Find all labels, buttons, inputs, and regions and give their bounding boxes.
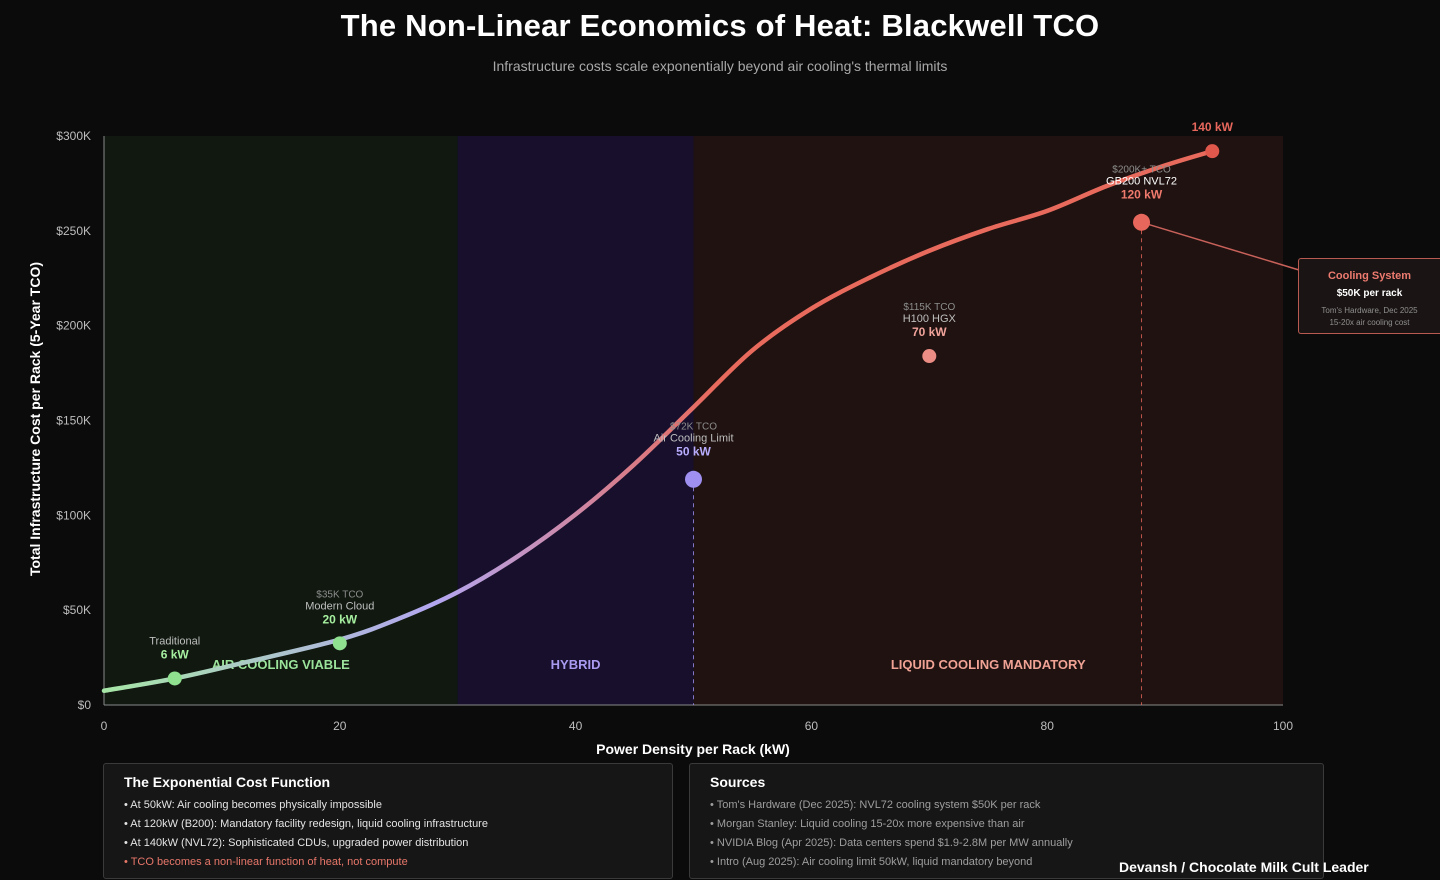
y-tick-label: $0 — [78, 698, 92, 712]
y-tick-label: $250K — [56, 224, 91, 238]
data-label: GB200 NVL72 — [1106, 175, 1177, 187]
data-label: Air Cooling Limit — [653, 432, 733, 444]
x-axis-label: Power Density per Rack (kW) — [596, 741, 790, 757]
list-item: • Intro (Aug 2025): Air cooling limit 50… — [710, 856, 1033, 868]
data-label: 120 kW — [1121, 187, 1163, 201]
callout-title: Cooling System — [1327, 270, 1412, 282]
sources-title: Sources — [710, 774, 766, 790]
callout-note-source: Tom's Hardware, Dec 2025 — [1321, 306, 1418, 315]
x-tick-label: 100 — [1273, 719, 1293, 733]
list-item: • At 120kW (B200): Mandatory facility re… — [124, 818, 488, 830]
data-label: Modern Cloud — [305, 600, 374, 612]
zone-liquid-cooling-mandatory — [693, 136, 1283, 705]
data-label: $35K TCO — [316, 589, 363, 600]
y-tick-label: $300K — [56, 129, 91, 143]
data-point-70kw — [922, 349, 937, 364]
data-label: 50 kW — [676, 444, 711, 458]
data-point-20kw — [332, 636, 347, 651]
sources-list: • Tom's Hardware (Dec 2025): NVL72 cooli… — [710, 796, 1303, 872]
data-label: Traditional — [149, 635, 200, 647]
callout-leader-line — [1141, 221, 1300, 271]
data-label: H100 HGX — [903, 313, 957, 325]
cost-function-title: The Exponential Cost Function — [124, 774, 331, 790]
list-item-highlight: • TCO becomes a non-linear function of h… — [124, 856, 408, 868]
cost-function-list: • At 50kW: Air cooling becomes physicall… — [124, 796, 652, 872]
chart-canvas: AIR COOLING VIABLE HYBRID LIQUID COOLING M… — [56, 120, 1300, 733]
zone-label: HYBRID — [551, 657, 601, 672]
list-item: • At 140kW (NVL72): Sophisticated CDUs, … — [124, 837, 469, 849]
chart-subtitle: Infrastructure costs scale exponentially… — [492, 58, 948, 74]
callout-main: $50K per rack — [1336, 288, 1403, 299]
data-label: 140 kW — [1192, 120, 1234, 134]
data-label: $72K TCO — [670, 421, 717, 432]
data-label: 20 kW — [322, 612, 357, 626]
list-item: • NVIDIA Blog (Apr 2025): Data centers s… — [710, 837, 1073, 849]
y-tick-label: $100K — [56, 508, 91, 522]
list-item: • Morgan Stanley: Liquid cooling 15-20x … — [710, 818, 1025, 830]
data-point-140kw — [1205, 144, 1220, 159]
x-tick-label: 60 — [805, 719, 819, 733]
y-tick-label: $50K — [63, 603, 91, 617]
y-axis-label: Total Infrastructure Cost per Rack (5-Ye… — [27, 261, 43, 577]
list-item: • Tom's Hardware (Dec 2025): NVL72 cooli… — [710, 799, 1041, 811]
x-tick-label: 80 — [1041, 719, 1055, 733]
data-point-120kw — [1133, 213, 1151, 231]
callout-note: Tom's Hardware, Dec 2025 15-20x air cool… — [1299, 305, 1440, 329]
callout-note-ratio: 15-20x air cooling cost — [1329, 318, 1410, 327]
data-point-50kw — [685, 470, 702, 488]
data-point-6kw — [167, 671, 182, 686]
x-tick-label: 20 — [333, 719, 347, 733]
zone-hybrid — [457, 136, 694, 705]
zone-air-cooling-viable — [104, 136, 458, 705]
data-label: $200K+ TCO — [1112, 164, 1171, 175]
chart-title: The Non-Linear Economics of Heat: Blackw… — [340, 8, 1100, 43]
data-label: 70 kW — [912, 325, 947, 339]
data-label: 6 kW — [161, 647, 190, 661]
y-tick-label: $200K — [56, 319, 91, 333]
data-label: $115K TCO — [903, 302, 955, 313]
sources-panel: Sources • Tom's Hardware (Dec 2025): NVL… — [689, 763, 1324, 879]
x-tick-label: 40 — [569, 719, 583, 733]
list-item: • At 50kW: Air cooling becomes physicall… — [124, 799, 382, 811]
cooling-system-callout: Cooling System $50K per rack Tom's Hardw… — [1298, 258, 1440, 334]
zone-label: LIQUID COOLING MANDATORY — [891, 657, 1086, 672]
y-tick-label: $150K — [56, 414, 91, 428]
author-credit: Devansh / Chocolate Milk Cult Leader — [1119, 859, 1369, 875]
cost-function-panel: The Exponential Cost Function • At 50kW:… — [103, 763, 673, 879]
x-tick-label: 0 — [101, 719, 108, 733]
